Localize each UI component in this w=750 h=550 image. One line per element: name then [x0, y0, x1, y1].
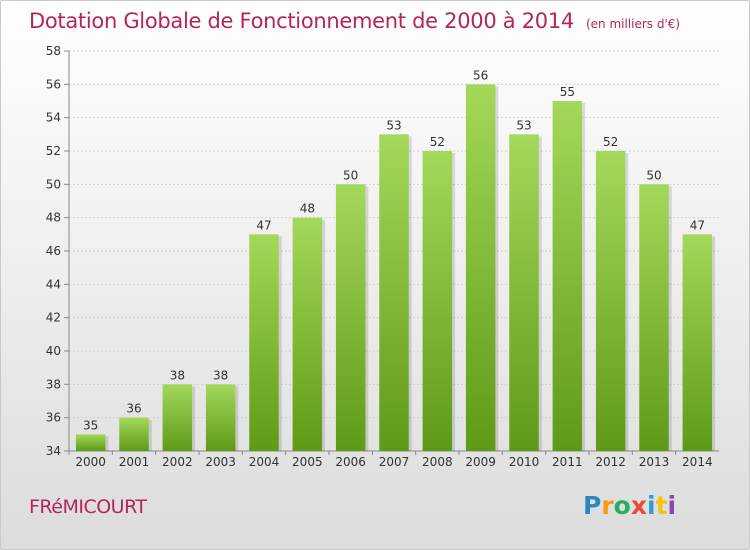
logo-letter: r	[601, 491, 614, 520]
data-label: 47	[690, 218, 705, 232]
bar	[249, 234, 279, 451]
unit-label: (en milliers d'€)	[585, 17, 681, 31]
y-tick-label: 52	[46, 144, 61, 158]
bar	[162, 384, 193, 451]
bar	[639, 184, 669, 452]
x-tick-label: 2009	[465, 455, 496, 469]
bars	[75, 84, 716, 452]
data-label: 53	[516, 118, 531, 132]
y-tick-label: 40	[46, 344, 61, 358]
bar	[552, 101, 583, 451]
x-tick-label: 2012	[595, 455, 626, 469]
logo-letter: o	[613, 491, 631, 520]
data-label: 52	[430, 135, 445, 149]
y-tick-label: 34	[46, 444, 61, 458]
y-tick-label: 42	[46, 311, 61, 325]
y-tick-label: 48	[46, 211, 61, 225]
x-tick-label: 2004	[249, 455, 280, 469]
bar	[595, 151, 626, 451]
data-label: 50	[646, 168, 661, 182]
bar	[682, 234, 713, 451]
data-label: 38	[213, 368, 228, 382]
bar	[465, 84, 496, 451]
y-tick-label: 44	[46, 277, 61, 291]
y-tick-label: 56	[46, 77, 61, 91]
data-label: 35	[83, 418, 98, 432]
bar	[205, 384, 236, 451]
x-tick-label: 2006	[335, 455, 366, 469]
y-tick-label: 46	[46, 244, 61, 258]
bar	[292, 217, 323, 451]
y-tick-label: 36	[46, 411, 61, 425]
commune-name: FRéMICOURT	[29, 496, 147, 518]
data-label: 48	[300, 202, 315, 216]
labels: 2000 35 2001 36 2002 38 2003 38 2004 47 2005 48 2006…	[75, 68, 712, 469]
data-label: 53	[386, 118, 401, 132]
data-label: 52	[603, 135, 618, 149]
x-tick-label: 2014	[682, 455, 713, 469]
x-tick-label: 2013	[639, 455, 670, 469]
bar	[335, 184, 366, 452]
x-tick-label: 2005	[292, 455, 323, 469]
bar	[119, 417, 149, 451]
y-tick-label: 38	[46, 377, 61, 391]
y-tick-label: 54	[46, 111, 61, 125]
proxiti-logo[interactable]: Proxiti	[583, 491, 676, 520]
x-tick-label: 2010	[509, 455, 540, 469]
data-label: 38	[170, 368, 185, 382]
logo-letter: P	[583, 491, 602, 520]
logo-letter: x	[630, 491, 647, 520]
bar	[379, 134, 409, 452]
data-label: 56	[473, 68, 488, 82]
bar	[509, 134, 539, 452]
x-tick-label: 2007	[379, 455, 410, 469]
y-tick-label: 50	[46, 177, 61, 191]
x-tick-label: 2008	[422, 455, 453, 469]
chart-title: Dotation Globale de Fonctionnement de 20…	[29, 9, 681, 33]
x-tick-label: 2001	[119, 455, 150, 469]
x-tick-label: 2003	[205, 455, 236, 469]
data-label: 50	[343, 168, 358, 182]
logo-letter: i	[667, 491, 677, 520]
data-label: 55	[560, 85, 575, 99]
x-tick-label: 2000	[75, 455, 106, 469]
bar	[75, 434, 106, 451]
logo-letter: t	[655, 491, 668, 520]
x-tick-label: 2002	[162, 455, 193, 469]
bar	[422, 151, 453, 451]
logo-letter: i	[647, 491, 656, 520]
data-label: 36	[126, 402, 141, 416]
x-tick-label: 2011	[552, 455, 583, 469]
y-tick-label: 58	[46, 44, 61, 58]
data-label: 47	[256, 218, 271, 232]
